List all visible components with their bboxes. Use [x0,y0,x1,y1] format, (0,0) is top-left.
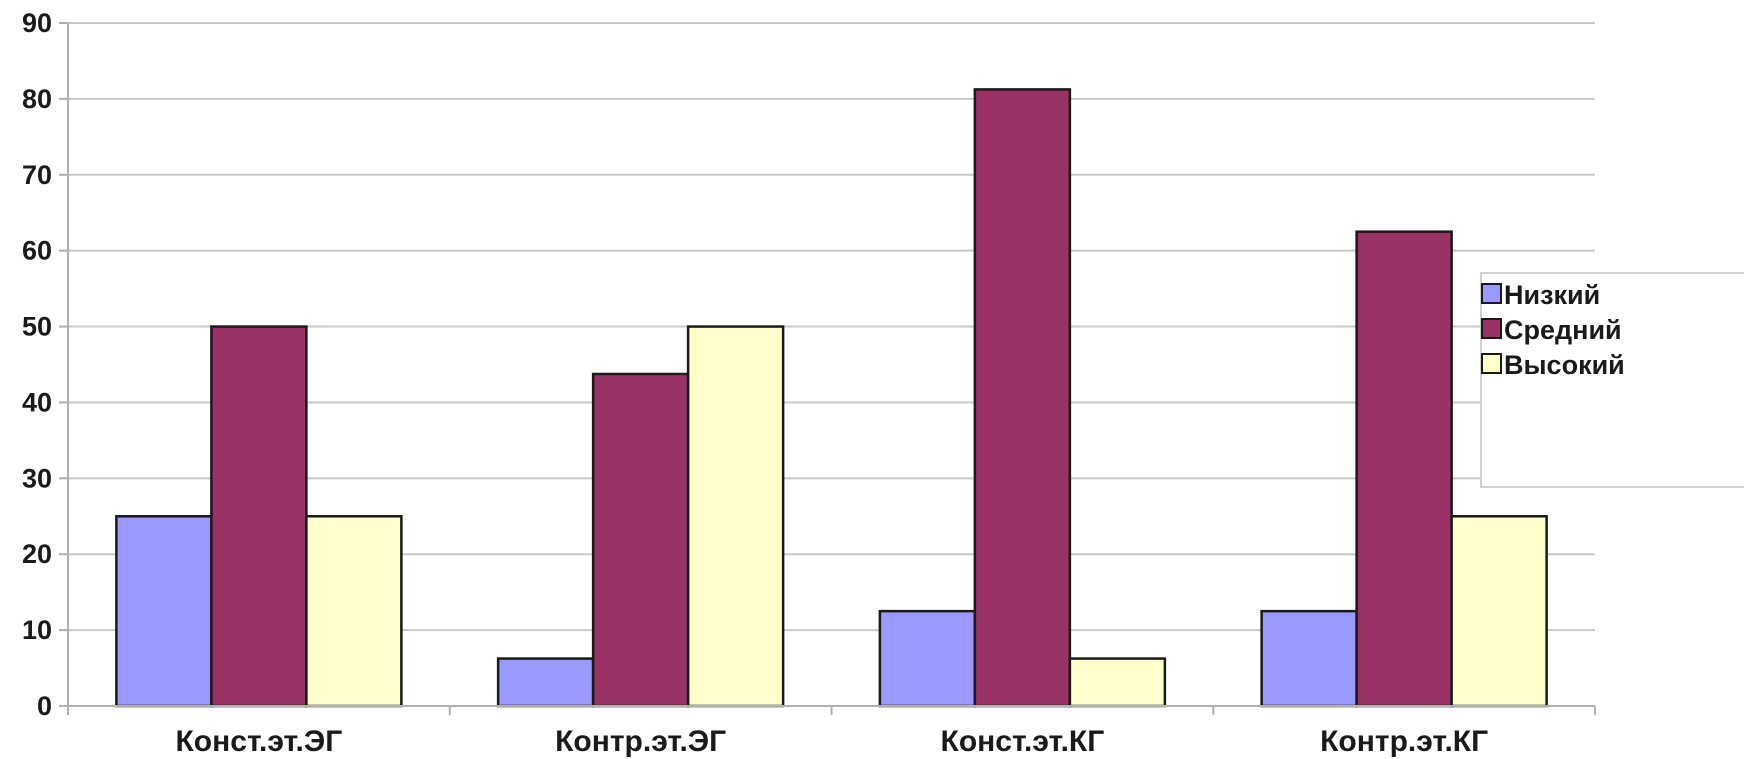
x-category-label: Контр.эт.ЭГ [555,725,726,758]
bar [210,325,308,708]
bar [115,515,213,708]
bar [878,609,977,708]
y-tick-label: 30 [22,463,52,493]
y-tick-label: 70 [22,160,52,190]
legend-swatch [1481,353,1502,374]
y-tick-label: 10 [22,615,52,645]
legend-swatch [1481,318,1502,339]
bars [115,88,1548,708]
y-tick-label: 90 [22,8,52,38]
y-tick-label: 0 [37,691,52,721]
x-category-label: Конст.эт.КГ [941,725,1105,758]
bar [496,657,595,708]
y-tick-label: 60 [22,236,52,266]
bar [1355,230,1453,708]
x-axis-category-labels: Конст.эт.ЭГ Контр.эт.ЭГ Конст.эт.КГ Контр.э… [176,725,1489,758]
bar [1260,609,1358,708]
legend-label: Низкий [1504,280,1600,310]
bar [1068,657,1167,708]
y-tick-label: 50 [22,312,52,342]
y-axis-tick-labels: 0 10 20 30 40 50 60 70 80 90 [22,8,52,721]
y-tick-label: 80 [22,84,52,114]
legend: Низкий Средний Высокий [1480,272,1744,488]
bar [1450,515,1548,708]
x-category-label: Конст.эт.ЭГ [176,725,343,758]
legend-label: Высокий [1504,350,1625,380]
legend-swatch [1481,283,1502,304]
legend-label: Средний [1504,315,1622,345]
legend-box [1480,272,1744,488]
bar [973,88,1072,708]
bar [591,372,690,708]
bar [686,325,785,708]
bar [305,515,403,708]
y-tick-label: 40 [22,387,52,417]
axes [67,23,1596,715]
y-tick-label: 20 [22,539,52,569]
x-category-label: Контр.эт.КГ [1320,725,1488,758]
